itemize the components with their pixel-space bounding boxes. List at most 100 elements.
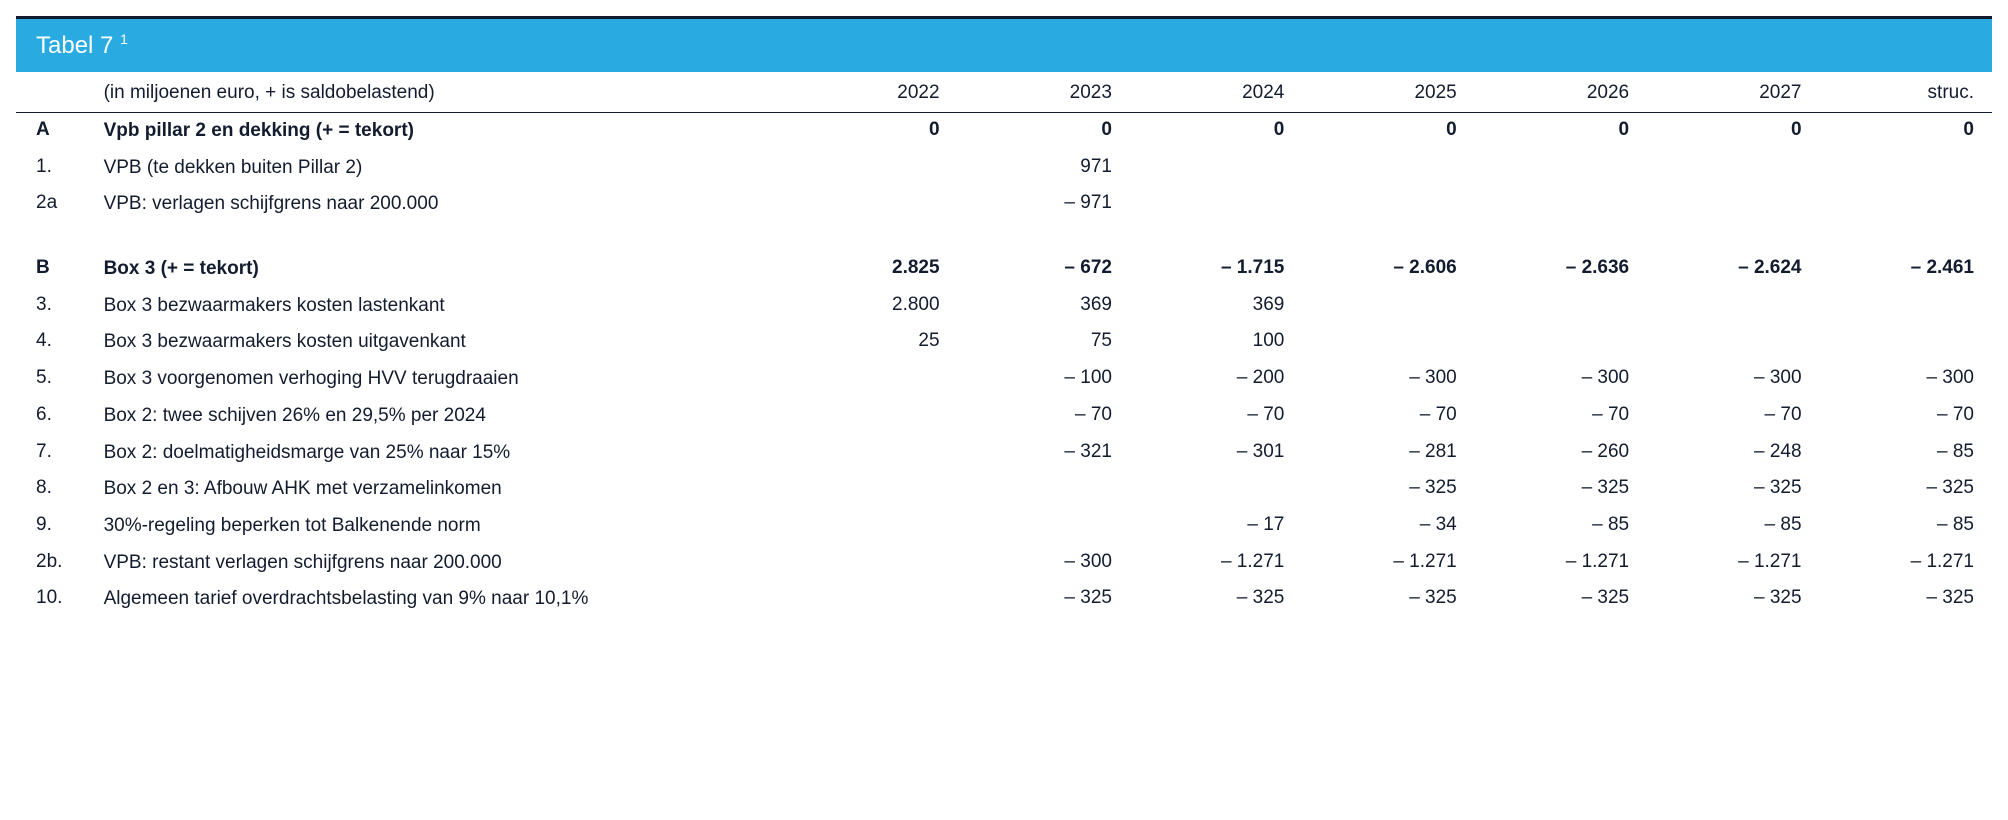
row-value: – 300: [1475, 361, 1647, 398]
row-value: – 300: [958, 545, 1130, 582]
row-id: 9.: [16, 508, 96, 545]
table-row: 2b.VPB: restant verlagen schijfgrens naa…: [16, 545, 1992, 582]
row-value: – 672: [958, 251, 1130, 288]
row-value: – 301: [1130, 435, 1302, 472]
row-value: 0: [1475, 113, 1647, 150]
row-value: – 325: [958, 581, 1130, 618]
header-year-0: 2022: [785, 72, 957, 113]
row-id: A: [16, 113, 96, 150]
table-header-row: (in miljoenen euro, + is saldobelastend)…: [16, 72, 1992, 113]
row-value: – 70: [958, 398, 1130, 435]
row-value: – 85: [1647, 508, 1819, 545]
row-value: 2.800: [785, 288, 957, 325]
row-value: – 1.271: [1820, 545, 1992, 582]
row-id: 7.: [16, 435, 96, 472]
row-value: – 325: [1302, 581, 1474, 618]
row-value: – 2.606: [1302, 251, 1474, 288]
spacer-cell: [16, 223, 1992, 251]
table-row: 1.VPB (te dekken buiten Pillar 2)971: [16, 150, 1992, 187]
row-value: [1302, 288, 1474, 325]
row-value: [785, 545, 957, 582]
row-value: – 1.271: [1647, 545, 1819, 582]
row-value: – 2.636: [1475, 251, 1647, 288]
table-container: Tabel 7 1 (in miljoenen euro, + is saldo…: [16, 16, 1992, 618]
row-value: – 281: [1302, 435, 1474, 472]
table-row: 8.Box 2 en 3: Afbouw AHK met verzamelink…: [16, 471, 1992, 508]
row-label: VPB: verlagen schijfgrens naar 200.000: [96, 186, 786, 223]
row-id: 8.: [16, 471, 96, 508]
row-value: – 70: [1475, 398, 1647, 435]
row-value: – 70: [1820, 398, 1992, 435]
row-value: [1302, 186, 1474, 223]
row-value: [1647, 324, 1819, 361]
row-value: – 325: [1475, 471, 1647, 508]
row-value: – 70: [1302, 398, 1474, 435]
row-value: – 325: [1475, 581, 1647, 618]
row-id: 10.: [16, 581, 96, 618]
row-value: – 1.271: [1475, 545, 1647, 582]
row-value: [1647, 186, 1819, 223]
row-value: – 325: [1647, 581, 1819, 618]
header-year-6: struc.: [1820, 72, 1992, 113]
row-id: 3.: [16, 288, 96, 325]
row-label: VPB (te dekken buiten Pillar 2): [96, 150, 786, 187]
table-title: Tabel 7: [36, 32, 113, 59]
row-value: [1647, 288, 1819, 325]
table-row: AVpb pillar 2 en dekking (+ = tekort)000…: [16, 113, 1992, 150]
row-value: – 85: [1820, 435, 1992, 472]
row-value: 0: [958, 113, 1130, 150]
table-row: 4.Box 3 bezwaarmakers kosten uitgavenkan…: [16, 324, 1992, 361]
row-id: 2a: [16, 186, 96, 223]
row-label: Box 2 en 3: Afbouw AHK met verzamelinkom…: [96, 471, 786, 508]
row-label: Box 3 bezwaarmakers kosten lastenkant: [96, 288, 786, 325]
row-id: 1.: [16, 150, 96, 187]
row-value: 100: [1130, 324, 1302, 361]
row-value: [1475, 186, 1647, 223]
header-year-5: 2027: [1647, 72, 1819, 113]
data-table: (in miljoenen euro, + is saldobelastend)…: [16, 72, 1992, 618]
row-value: – 248: [1647, 435, 1819, 472]
row-id: 6.: [16, 398, 96, 435]
row-value: – 2.624: [1647, 251, 1819, 288]
row-value: [785, 150, 957, 187]
row-value: – 971: [958, 186, 1130, 223]
row-value: – 70: [1647, 398, 1819, 435]
row-value: – 200: [1130, 361, 1302, 398]
row-value: – 325: [1130, 581, 1302, 618]
row-value: – 100: [958, 361, 1130, 398]
header-year-1: 2023: [958, 72, 1130, 113]
row-value: [1647, 150, 1819, 187]
row-label: Box 3 (+ = tekort): [96, 251, 786, 288]
row-value: 0: [1130, 113, 1302, 150]
row-value: – 70: [1130, 398, 1302, 435]
row-value: [1475, 324, 1647, 361]
row-value: [1302, 324, 1474, 361]
header-subtitle: (in miljoenen euro, + is saldobelastend): [96, 72, 786, 113]
table-title-bar: Tabel 7 1: [16, 19, 1992, 72]
row-value: – 1.715: [1130, 251, 1302, 288]
row-label: Box 2: doelmatigheidsmarge van 25% naar …: [96, 435, 786, 472]
row-value: – 321: [958, 435, 1130, 472]
table-row: 10.Algemeen tarief overdrachtsbelasting …: [16, 581, 1992, 618]
row-label: Box 3 bezwaarmakers kosten uitgavenkant: [96, 324, 786, 361]
row-value: – 34: [1302, 508, 1474, 545]
row-label: Box 3 voorgenomen verhoging HVV terugdra…: [96, 361, 786, 398]
table-body: AVpb pillar 2 en dekking (+ = tekort)000…: [16, 113, 1992, 618]
row-value: [785, 581, 957, 618]
table-row: 9.30%-regeling beperken tot Balkenende n…: [16, 508, 1992, 545]
row-value: [785, 435, 957, 472]
table-row: BBox 3 (+ = tekort)2.825– 672– 1.715– 2.…: [16, 251, 1992, 288]
row-label: Box 2: twee schijven 26% en 29,5% per 20…: [96, 398, 786, 435]
row-value: [1130, 186, 1302, 223]
row-value: 75: [958, 324, 1130, 361]
row-value: – 325: [1302, 471, 1474, 508]
row-value: [1820, 150, 1992, 187]
row-label: VPB: restant verlagen schijfgrens naar 2…: [96, 545, 786, 582]
table-row: 6.Box 2: twee schijven 26% en 29,5% per …: [16, 398, 1992, 435]
row-value: [785, 361, 957, 398]
row-value: [1130, 471, 1302, 508]
row-value: [1302, 150, 1474, 187]
row-value: [785, 398, 957, 435]
row-value: – 1.271: [1130, 545, 1302, 582]
row-value: [1820, 324, 1992, 361]
